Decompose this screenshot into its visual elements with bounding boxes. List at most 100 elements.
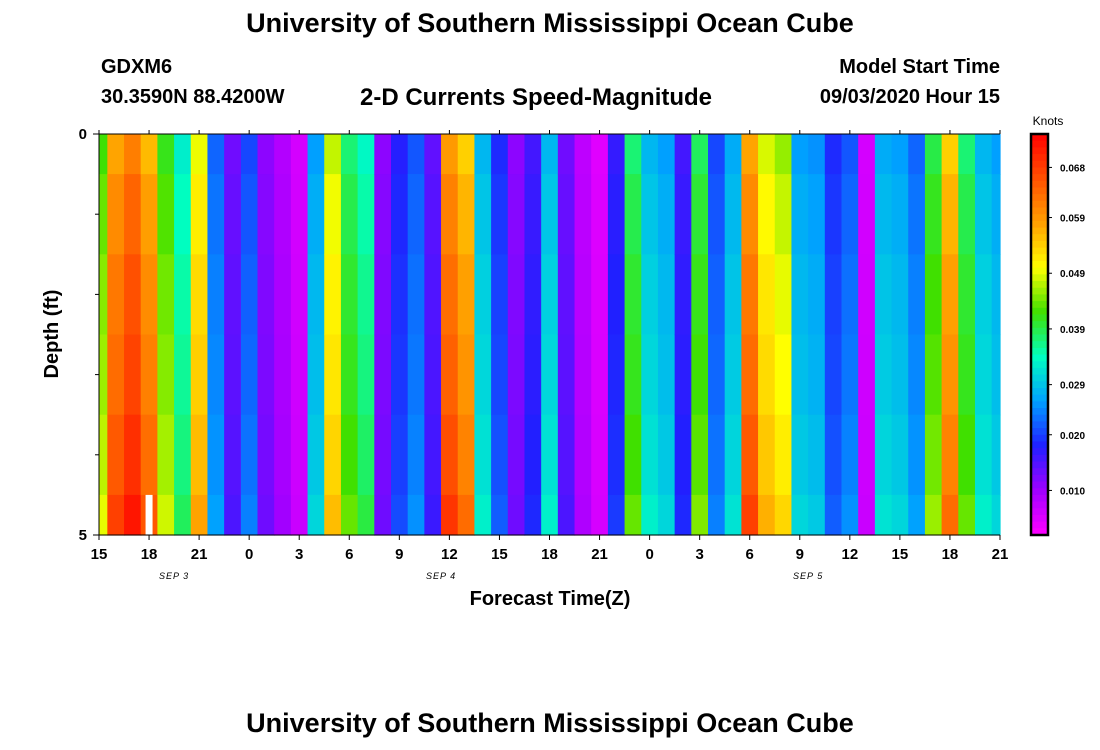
heatmap-cell: [641, 134, 659, 175]
heatmap-cell: [124, 494, 142, 536]
heatmap-cell: [407, 414, 425, 496]
colorbar-segment: [1031, 454, 1048, 463]
heatmap-cell: [374, 414, 392, 496]
heatmap-cell: [591, 134, 609, 175]
heatmap-cell: [591, 334, 609, 416]
heatmap-cell: [824, 254, 843, 336]
heatmap-cell: [557, 414, 576, 496]
heatmap-cell: [257, 414, 275, 496]
colorbar-segment: [1031, 287, 1048, 295]
heatmap-cell: [207, 134, 225, 175]
heatmap-cell: [357, 174, 375, 255]
heatmap-cell: [190, 334, 209, 416]
heatmap-cell: [758, 174, 776, 255]
heatmap-cell: [140, 254, 158, 336]
heatmap-cell: [257, 254, 275, 336]
heatmap-cell: [424, 174, 442, 255]
heatmap-cell: [557, 134, 576, 175]
heatmap-cell: [741, 334, 759, 416]
heatmap-cell: [958, 134, 976, 175]
date-label: SEP 4: [426, 571, 456, 581]
colorbar-segment: [1031, 434, 1048, 443]
heatmap-cell: [290, 134, 309, 175]
heatmap-cell: [140, 134, 158, 175]
heatmap-cell: [290, 174, 309, 255]
footer-title: University of Southern Mississippi Ocean…: [246, 708, 854, 738]
heatmap-cell: [574, 414, 592, 496]
heatmap-cell: [924, 494, 943, 536]
heatmap-cell: [858, 134, 876, 175]
heatmap-cell: [674, 134, 692, 175]
heatmap-cell: [491, 174, 509, 255]
heatmap-cell: [240, 174, 259, 255]
heatmap-cell: [991, 134, 1001, 175]
heatmap-cell: [657, 174, 676, 255]
heatmap-cell: [357, 334, 375, 416]
heatmap-cell: [140, 414, 158, 496]
heatmap-cell: [591, 254, 609, 336]
colorbar-segment: [1031, 220, 1048, 229]
heatmap-cell: [908, 134, 926, 175]
heatmap-cell: [691, 334, 709, 416]
colorbar-segment: [1031, 267, 1048, 275]
heatmap-cell: [407, 254, 425, 336]
colorbar-segment: [1031, 394, 1048, 402]
heatmap-cell: [457, 414, 476, 496]
heatmap-cell: [641, 334, 659, 416]
heatmap-cell: [641, 414, 659, 496]
heatmap-cell: [541, 414, 559, 496]
heatmap-cell: [107, 254, 125, 336]
heatmap-cell: [991, 494, 1001, 536]
heatmap-cell: [257, 334, 275, 416]
heatmap-cell: [724, 334, 742, 416]
colorbar-segment: [1031, 254, 1048, 262]
x-tick-label: 3: [695, 546, 703, 563]
heatmap-cell: [307, 254, 325, 336]
heatmap-cell: [374, 174, 392, 255]
colorbar-segment: [1031, 341, 1048, 349]
colorbar-segment: [1031, 294, 1048, 302]
x-tick-label: 3: [295, 546, 303, 563]
colorbar-frame: [1029, 132, 1050, 537]
heatmap-cell: [791, 334, 809, 416]
heatmap-cell: [858, 334, 876, 416]
heatmap-cell: [374, 334, 392, 416]
heatmap-cell: [858, 414, 876, 496]
heatmap-cell: [924, 134, 943, 175]
heatmap-cell: [99, 494, 108, 536]
heatmap-cell: [941, 494, 959, 536]
colorbar-segment: [1031, 474, 1048, 483]
heatmap-cell: [99, 254, 108, 336]
heatmap-cell: [207, 414, 225, 496]
heatmap-cell: [691, 494, 709, 536]
heatmap-cell: [808, 494, 826, 536]
heatmap-cell: [974, 254, 993, 336]
x-tick-label: 9: [796, 546, 804, 563]
heatmap-cell: [991, 174, 1001, 255]
heatmap-cell: [407, 174, 425, 255]
colorbar-segment: [1031, 281, 1048, 289]
heatmap-cell: [591, 494, 609, 536]
x-tick-label: 15: [91, 546, 108, 563]
heatmap-cell: [674, 494, 692, 536]
colorbar-segment: [1031, 200, 1048, 209]
heatmap-cell: [941, 134, 959, 175]
heatmap-cell: [824, 134, 843, 175]
heatmap-cell: [824, 414, 843, 496]
heatmap-cell: [958, 414, 976, 496]
heatmap-cell: [290, 494, 309, 536]
heatmap-cell: [758, 134, 776, 175]
colorbar-segment: [1031, 307, 1048, 316]
colorbar-segment: [1031, 361, 1048, 369]
heatmap-cell: [224, 334, 242, 416]
x-tick-label: 18: [942, 546, 959, 563]
heatmap-cells: [99, 134, 1001, 536]
heatmap-cell: [791, 254, 809, 336]
heatmap-cell: [624, 174, 642, 255]
heatmap-cell: [607, 254, 626, 336]
heatmap-cell: [390, 134, 409, 175]
heatmap-cell: [541, 254, 559, 336]
heatmap-cell: [290, 334, 309, 416]
heatmap-cell: [924, 174, 943, 255]
